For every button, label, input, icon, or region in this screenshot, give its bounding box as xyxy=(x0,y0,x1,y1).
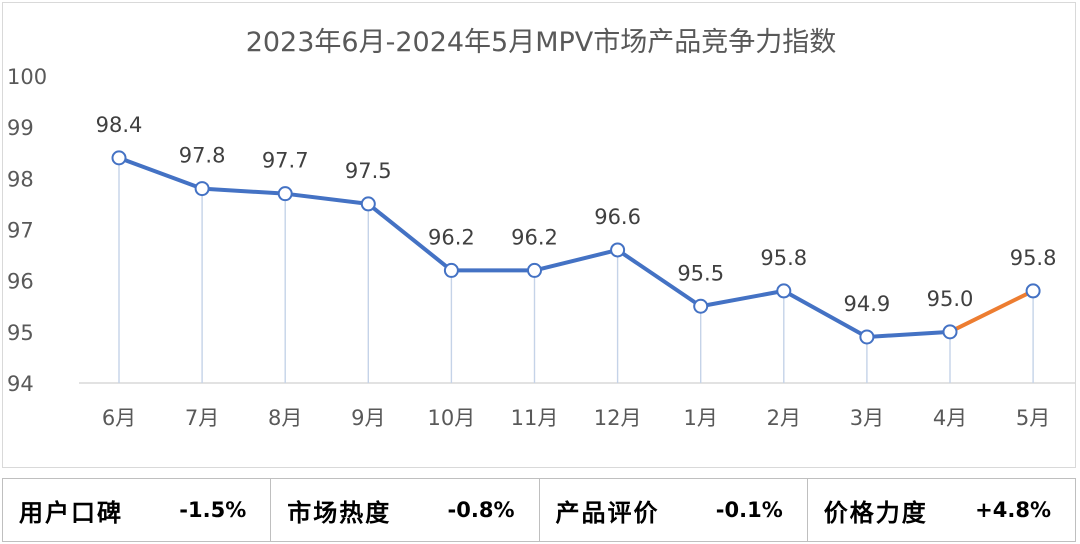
data-label: 98.4 xyxy=(96,113,143,137)
x-tick-label: 5月 xyxy=(1016,406,1050,430)
metric-label: 价格力度 xyxy=(823,498,928,527)
y-tick-label: 99 xyxy=(7,116,34,140)
data-label: 96.6 xyxy=(594,205,641,229)
x-tick-label: 12月 xyxy=(594,406,642,430)
metric-value: -0.1% xyxy=(715,498,783,522)
x-tick-label: 7月 xyxy=(185,406,219,430)
metric-label: 市场热度 xyxy=(287,498,392,527)
data-label: 97.8 xyxy=(179,144,226,168)
y-tick-label: 98 xyxy=(7,167,34,191)
highlight-segment xyxy=(948,288,1036,334)
x-tick-label: 8月 xyxy=(268,406,302,430)
metric-label: 用户口碑 xyxy=(19,498,123,527)
metric-market-heat: 市场热度 -0.8% xyxy=(271,479,540,541)
data-label: 97.5 xyxy=(345,159,392,183)
data-label: 96.2 xyxy=(511,225,558,249)
metric-value: -1.5% xyxy=(179,498,247,522)
data-label: 95.8 xyxy=(760,246,807,270)
metric-product-rating: 产品评价 -0.1% xyxy=(540,479,808,541)
metric-label: 产品评价 xyxy=(555,498,660,527)
metric-price-strength: 价格力度 +4.8% xyxy=(808,479,1075,541)
x-tick-label: 3月 xyxy=(850,406,884,430)
x-tick-label: 11月 xyxy=(511,406,559,430)
y-tick-label: 97 xyxy=(7,219,34,243)
data-point xyxy=(194,181,210,197)
data-point xyxy=(277,186,293,202)
x-tick-label: 6月 xyxy=(102,406,136,430)
y-tick-label: 94 xyxy=(7,372,34,396)
chart-frame: 2023年6月-2024年5月MPV市场产品竞争力指数 94 95 96 97 98 99… xyxy=(2,2,1076,468)
x-tick-label: 4月 xyxy=(933,406,967,430)
data-point xyxy=(360,196,376,212)
data-label: 96.2 xyxy=(428,225,475,249)
data-point xyxy=(527,262,542,278)
data-label: 95.5 xyxy=(677,261,724,285)
metrics-bar: 用户口碑 -1.5% 市场热度 -0.8% 产品评价 -0.1% 价格力度 +4… xyxy=(2,478,1076,542)
data-label: 95.8 xyxy=(1010,246,1057,270)
x-tick-label: 9月 xyxy=(351,406,385,430)
metric-user-reputation: 用户口碑 -1.5% xyxy=(3,479,272,541)
y-tick-label: 96 xyxy=(7,270,34,294)
data-label: 94.9 xyxy=(844,292,891,316)
data-point xyxy=(942,324,958,340)
x-tick-label: 10月 xyxy=(428,406,476,430)
chart-title: 2023年6月-2024年5月MPV市场产品竞争力指数 xyxy=(246,27,837,58)
data-point xyxy=(693,298,709,314)
data-point xyxy=(443,262,459,278)
data-point xyxy=(776,283,792,299)
y-tick-label: 95 xyxy=(7,321,34,345)
x-tick-label: 1月 xyxy=(684,406,718,430)
data-point xyxy=(111,150,127,166)
data-label: 95.0 xyxy=(927,287,974,311)
data-label: 97.7 xyxy=(262,149,309,173)
metric-value: -0.8% xyxy=(447,498,515,522)
data-point xyxy=(859,329,875,345)
y-tick-label: 100 xyxy=(7,65,47,89)
line-chart: 2023年6月-2024年5月MPV市场产品竞争力指数 94 95 96 97 98 99… xyxy=(7,27,1075,430)
metric-value: +4.8% xyxy=(975,498,1051,522)
data-point xyxy=(1025,283,1041,299)
data-point xyxy=(610,242,626,258)
x-tick-label: 2月 xyxy=(767,406,801,430)
